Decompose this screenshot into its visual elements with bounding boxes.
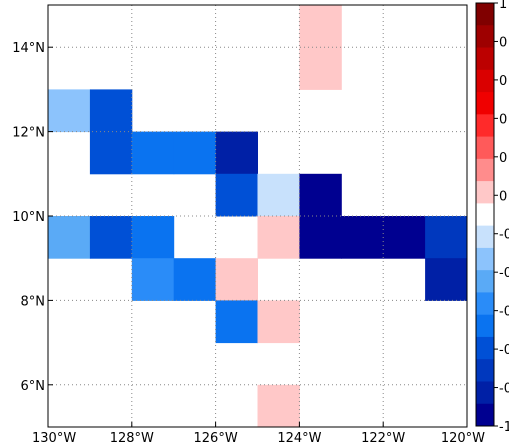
x-tick-label-0: 130°W: [32, 431, 76, 445]
colorbar-tick-label-9: -0: [499, 343, 509, 358]
map-cell-17: [383, 216, 426, 259]
map-area: 130°W 128°W 126°W 124°W 122°W 120°W 6°N 8°N 10°N…: [12, 4, 485, 445]
map-cell-21: [215, 258, 258, 301]
y-tick-label-2: 10°N: [12, 210, 45, 225]
colorbar-swatch-14: [476, 314, 494, 338]
y-tick-label-0: 6°N: [21, 379, 46, 394]
colorbar-tick-label-11: -1: [499, 420, 509, 435]
colorbar-tick-label-2: 0: [499, 74, 507, 89]
colorbar-swatch-0: [476, 3, 494, 26]
colorbar-tick-label-7: -0: [499, 266, 509, 281]
map-cell-10: [299, 173, 342, 217]
colorbar-swatch-9: [476, 203, 494, 227]
colorbar-swatch-6: [476, 136, 494, 160]
map-cell-14: [257, 216, 300, 259]
map-cell-25: [257, 384, 300, 428]
map-cell-0: [299, 5, 342, 48]
colorbar-swatch-7: [476, 158, 494, 182]
colorbar-swatch-4: [476, 92, 494, 115]
x-tick-label-1: 128°W: [110, 431, 154, 445]
colorbar-swatch-10: [476, 225, 494, 249]
map-cell-9: [257, 173, 300, 217]
colorbar-swatch-3: [476, 69, 494, 93]
map-cell-3: [89, 89, 133, 133]
map-cell-15: [299, 216, 342, 259]
map-cell-19: [131, 258, 175, 301]
x-tick-label-4: 122°W: [361, 431, 405, 445]
colorbar-swatch-2: [476, 47, 494, 71]
colorbar-tick-label-8: -0: [499, 305, 509, 320]
colorbar-tick-label-4: 0: [499, 151, 507, 166]
colorbar-swatch-13: [476, 292, 494, 316]
map-cell-12: [89, 216, 133, 259]
map-cell-5: [131, 131, 175, 175]
map-cell-2: [48, 89, 91, 133]
map-cell-4: [89, 131, 133, 175]
colorbar-tick-label-5: 0: [499, 189, 507, 204]
map-cell-11: [48, 216, 91, 259]
x-tick-label-3: 124°W: [277, 431, 321, 445]
colorbar-tick-label-6: -0: [499, 228, 509, 243]
colorbar: 1 0 0 0 0 0 -0 -0 -0 -0 -0 -1: [475, 0, 509, 435]
colorbar-tick-label-0: 1: [499, 0, 507, 12]
colorbar-swatch-5: [476, 114, 494, 138]
map-cell-23: [215, 300, 258, 344]
y-tick-label-3: 12°N: [12, 126, 45, 141]
map-cell-22: [425, 258, 468, 301]
map-cell-13: [131, 216, 175, 259]
map-cell-6: [173, 131, 217, 175]
x-tick-label-5: 120°W: [441, 431, 485, 445]
map-cell-18: [425, 216, 468, 259]
map-cell-1: [299, 47, 342, 90]
y-tick-label-1: 8°N: [21, 294, 46, 309]
map-cell-7: [215, 131, 258, 175]
map-cell-24: [257, 300, 300, 344]
colorbar-frame: [475, 2, 495, 427]
y-tick-label-4: 14°N: [12, 41, 45, 56]
colorbar-tick-label-10: -0: [499, 382, 509, 397]
x-tick-label-2: 126°W: [194, 431, 238, 445]
map-cell-20: [173, 258, 217, 301]
colorbar-swatch-11: [476, 247, 494, 271]
map-cell-16: [341, 216, 384, 259]
colorbar-swatch-16: [476, 359, 494, 382]
colorbar-swatch-1: [476, 25, 494, 49]
colorbar-tick-label-1: 0: [499, 35, 507, 50]
colorbar-swatch-18: [476, 403, 494, 427]
colorbar-tick-label-3: 0: [499, 112, 507, 127]
colorbar-swatch-17: [476, 381, 494, 405]
colorbar-swatch-12: [476, 270, 494, 293]
map-cell-8: [215, 173, 258, 217]
colorbar-swatch-15: [476, 336, 494, 360]
colorbar-swatch-8: [476, 181, 494, 204]
